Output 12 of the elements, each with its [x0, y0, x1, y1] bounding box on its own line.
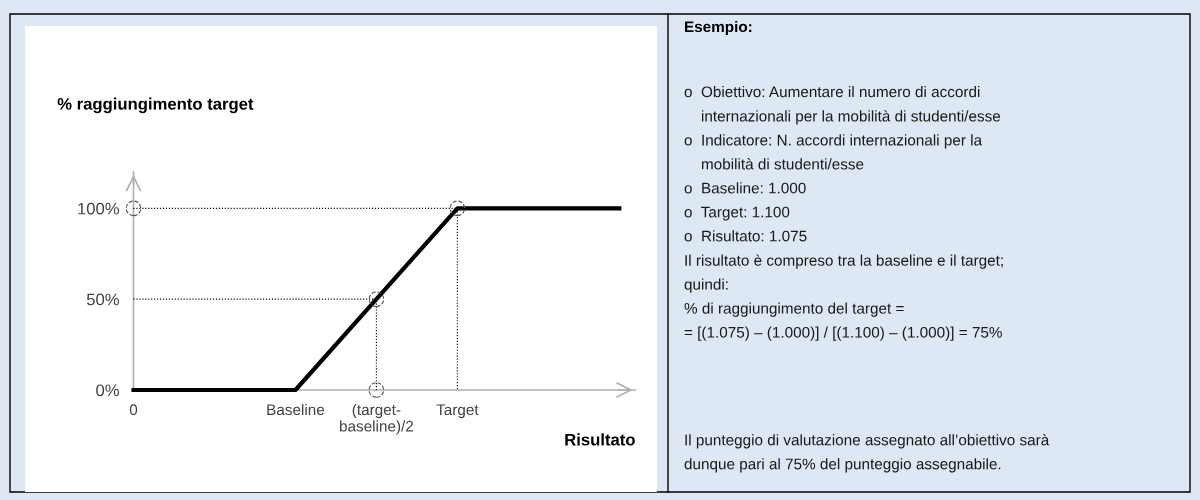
x-tick-label: Baseline: [267, 403, 325, 416]
x-axis-title: Risultato: [565, 433, 635, 446]
text: o Obiettivo: Aumentare il numero di accordi internazionali per la mobilità di studenti/esse o Indicatore: N. accordi internazionali per la mobilità di studenti/esse o Baseline: 1.000 o Target: 1.100 o Risultato: 1.075 Il risultato è compreso tra la baseline e il target; quindi: % di raggiungimento del target = = [(1.075) – (1.000)] / [(1.100) – (1.000)] = 75%: [684, 86, 1003, 341]
text: Esempio:: [685, 20, 752, 36]
x-tick-label: (target- baseline)/2: [340, 403, 414, 435]
x-tick-label: 0: [129, 404, 138, 416]
y-axis-title: % raggiungimento target: [57, 97, 254, 114]
text: Il punteggio di valutazione assegnato all’obiettivo sarà dunque pari al 75% del punteggio assegnabile.: [684, 434, 1050, 473]
y-tick-label: 50%: [86, 293, 120, 306]
x-tick-label: Target: [436, 404, 479, 419]
y-tick-label: 100%: [78, 202, 120, 215]
y-tick-label: 0%: [96, 384, 120, 397]
